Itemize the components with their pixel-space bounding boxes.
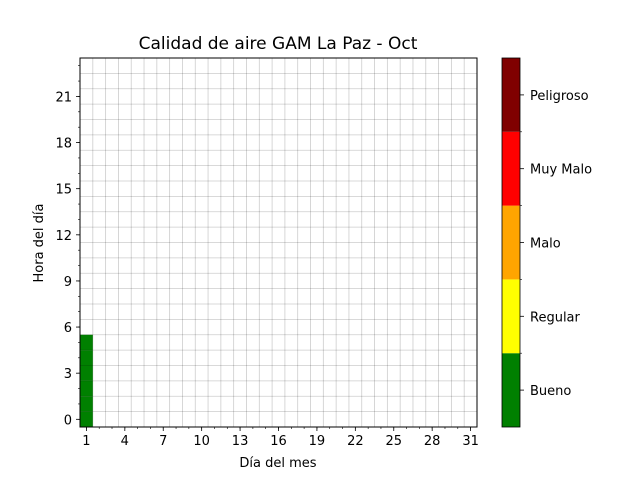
- colorbar-label: Muy Malo: [530, 163, 592, 178]
- x-tick-label: 10: [193, 434, 210, 449]
- x-tick-label: 16: [270, 434, 287, 449]
- x-tick-label: 4: [121, 434, 129, 449]
- y-tick-label: 12: [55, 229, 72, 244]
- y-tick-label: 9: [64, 275, 72, 290]
- x-tick-label: 22: [347, 434, 364, 449]
- x-tick-label: 7: [159, 434, 167, 449]
- colorbar-segment: [502, 279, 520, 354]
- colorbar-segment: [502, 205, 520, 280]
- chart-title: Calidad de aire GAM La Paz - Oct: [139, 34, 418, 54]
- y-tick-label: 21: [55, 90, 72, 105]
- x-tick-label: 13: [232, 434, 249, 449]
- colorbar-segment: [502, 131, 520, 206]
- heatmap-cell: [80, 396, 93, 412]
- colorbar-label: Regular: [530, 310, 581, 325]
- x-tick-label: 1: [82, 434, 90, 449]
- y-tick-label: 15: [55, 183, 72, 198]
- y-tick-label: 3: [64, 367, 72, 382]
- y-tick-label: 18: [55, 137, 72, 152]
- x-tick-label: 25: [385, 434, 402, 449]
- colorbar-segment: [502, 58, 520, 132]
- colorbar-frame: [501, 57, 521, 428]
- x-tick-label: 31: [462, 434, 479, 449]
- y-axis-label: Hora del día: [32, 204, 47, 283]
- heatmap-cell: [80, 380, 93, 397]
- x-tick-label: 19: [309, 434, 326, 449]
- heatmap-cell: [80, 365, 93, 381]
- x-axis-label: Día del mes: [239, 456, 316, 471]
- plot-area: 1 4 7 10 13 16 19 22 25 28 31 0 3 6 9 12 15 18 21: [55, 57, 479, 449]
- heatmap-cell: [80, 334, 93, 351]
- colorbar-label: Malo: [530, 237, 561, 252]
- colorbar-label: Peligroso: [530, 89, 589, 104]
- heatmap-cell: [80, 411, 93, 427]
- colorbar: Bueno Regular Malo Muy Malo Peligroso: [501, 57, 592, 428]
- y-tick-label: 6: [64, 321, 72, 336]
- colorbar-label: Bueno: [530, 384, 571, 399]
- colorbar-segment: [502, 353, 520, 427]
- heatmap-cell: [80, 350, 93, 366]
- y-tick-label: 0: [64, 413, 72, 428]
- x-tick-label: 28: [424, 434, 441, 449]
